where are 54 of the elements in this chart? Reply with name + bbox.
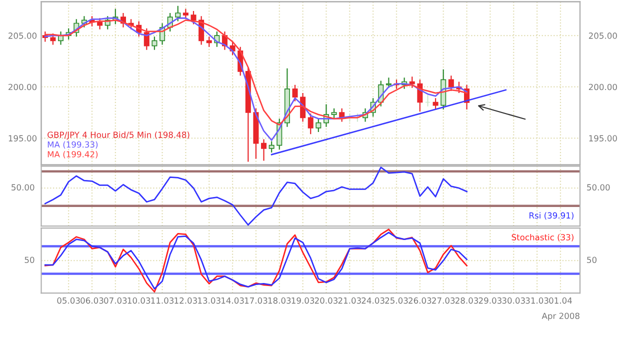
x-tick-label: 28.03 — [455, 297, 478, 304]
y-tick-label: 195.00 — [8, 135, 37, 142]
x-tick-label: 26.03 — [408, 297, 432, 304]
x-tick-label: 19.03 — [292, 297, 314, 304]
x-tick-label: 14.03 — [222, 297, 244, 304]
candlestick — [292, 84, 298, 102]
candlestick — [97, 18, 103, 30]
candlestick — [190, 10, 196, 25]
candlestick — [316, 118, 322, 133]
x-tick-label: 25.03 — [385, 297, 408, 304]
x-tick-label: 29.03 — [478, 297, 502, 304]
candlestick — [424, 94, 431, 107]
y-tick-label: 205.00 — [8, 32, 37, 39]
y2-tick-label: 200.00 — [588, 84, 617, 90]
x-tick-label: 06.03 — [80, 297, 104, 304]
x-tick-label: 12.03 — [174, 297, 197, 304]
x-tick-label: 07.03 — [104, 297, 127, 304]
text: GBP/JPY 4 Hour Bid/5 Min (198.48) — [48, 131, 190, 140]
y2-tick-label: 205.00 — [588, 32, 617, 39]
x-tick-label: 27.03 — [432, 297, 455, 304]
text: 50.00 — [12, 184, 34, 190]
x-tick-label: 31.03 — [526, 297, 548, 304]
y-tick-label: 200.00 — [8, 84, 37, 90]
text: MA (199.33) — [48, 141, 98, 149]
candlestick — [152, 36, 158, 50]
x-tick-label: 11.03 — [151, 297, 174, 304]
text: MA (199.42) — [48, 150, 98, 158]
y2-tick-label: 195.00 — [589, 135, 617, 142]
x-tick-label: 10.03 — [128, 297, 150, 304]
candlestick — [448, 75, 454, 92]
x-tick-label: 24.03 — [362, 297, 384, 304]
x-tick-label: 05.03 — [57, 297, 80, 304]
candlestick — [206, 36, 212, 48]
candlestick — [432, 98, 438, 110]
x-tick-label: 21.03 — [338, 297, 361, 304]
x-tick-label: 30.03 — [502, 297, 525, 304]
candlestick — [175, 5, 181, 22]
candlestick — [268, 140, 274, 154]
candlestick — [50, 32, 56, 46]
ref-line-label: 50 — [24, 256, 34, 264]
x-tick-label: 20.03 — [314, 297, 338, 304]
x-tick-label: 01.04 — [549, 297, 572, 304]
x-tick-label: 13.03 — [198, 297, 220, 304]
candlestick — [261, 138, 267, 162]
text: Apr 2008 — [542, 312, 580, 321]
candlestick — [331, 108, 337, 120]
candlestick — [308, 112, 314, 135]
text: Rsi (39.91) — [530, 212, 574, 220]
candlestick — [409, 76, 415, 88]
text: Stochastic (33) — [512, 234, 574, 242]
x-tick-label: 18.03 — [268, 297, 291, 304]
x-tick-label: 17.03 — [244, 297, 268, 304]
text: 50.00 — [587, 184, 610, 190]
text: 50 — [587, 256, 597, 264]
